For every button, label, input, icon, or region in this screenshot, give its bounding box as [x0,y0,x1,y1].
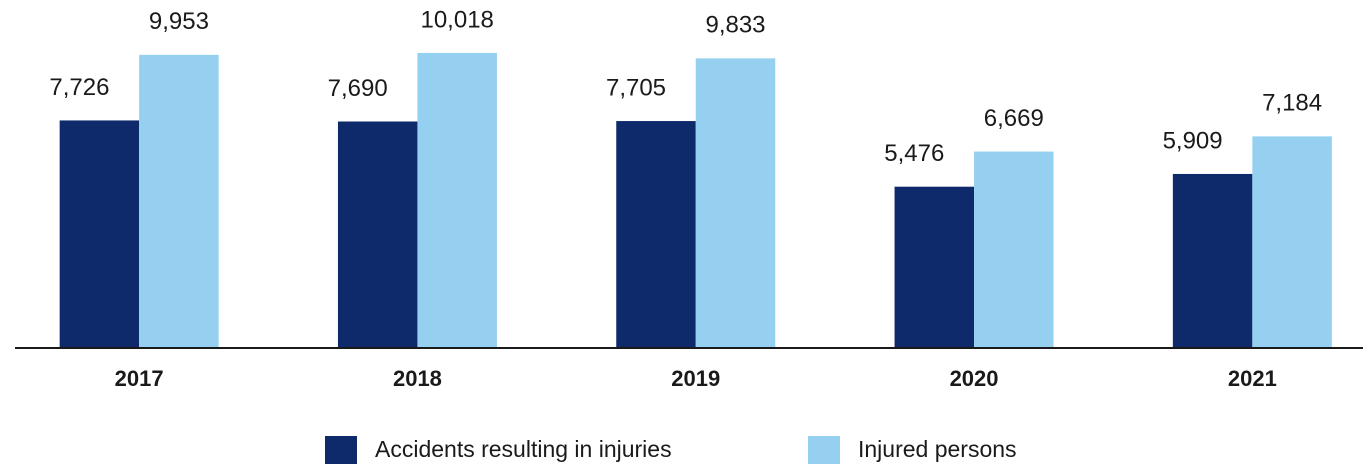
data-label: 6,669 [984,105,1044,132]
data-label: 9,953 [149,8,209,35]
legend-label: Accidents resulting in injuries [375,436,672,462]
bar [1252,136,1332,348]
data-label: 10,018 [420,6,493,33]
data-label: 7,184 [1262,90,1322,117]
bar [139,54,219,349]
data-label: 7,726 [49,74,109,101]
legend-swatch [325,436,357,464]
x-tick-label: 2018 [393,366,442,391]
data-label: 7,690 [328,75,388,102]
bar [337,121,418,349]
data-label: 5,476 [884,140,944,167]
bar [616,121,696,348]
bar [1172,173,1253,348]
x-tick-label: 2019 [671,366,720,391]
bar [974,151,1054,348]
x-tick-label: 2017 [115,366,164,391]
legend-label: Injured persons [858,436,1017,462]
x-tick-label: 2021 [1228,366,1277,391]
bar [894,186,975,348]
data-label: 9,833 [705,12,765,39]
data-label: 5,909 [1163,127,1223,154]
bar [695,58,776,349]
data-label: 7,705 [606,74,666,101]
bar [417,52,497,348]
legend-swatch [808,436,840,464]
x-tick-label: 2020 [950,366,999,391]
bar [59,120,140,349]
